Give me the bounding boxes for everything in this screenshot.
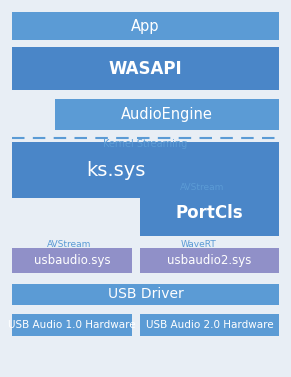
FancyBboxPatch shape <box>140 190 279 236</box>
FancyBboxPatch shape <box>12 12 279 40</box>
Text: AVStream: AVStream <box>47 240 91 249</box>
FancyBboxPatch shape <box>12 284 279 305</box>
FancyBboxPatch shape <box>12 314 132 336</box>
FancyBboxPatch shape <box>12 142 279 198</box>
Text: USB Audio 1.0 Hardware: USB Audio 1.0 Hardware <box>8 320 136 329</box>
Text: usbaudio2.sys: usbaudio2.sys <box>167 254 252 267</box>
Text: WaveRT: WaveRT <box>180 240 216 249</box>
Text: usbaudio.sys: usbaudio.sys <box>34 254 110 267</box>
Text: ks.sys: ks.sys <box>87 161 146 179</box>
Text: AVStream: AVStream <box>180 183 225 192</box>
Text: USB Driver: USB Driver <box>108 287 183 302</box>
FancyBboxPatch shape <box>12 47 279 90</box>
FancyBboxPatch shape <box>12 248 132 273</box>
Text: AudioEngine: AudioEngine <box>121 107 213 122</box>
Text: WASAPI: WASAPI <box>109 60 182 78</box>
Text: USB Audio 2.0 Hardware: USB Audio 2.0 Hardware <box>146 320 273 329</box>
Text: Kernel Streaming: Kernel Streaming <box>103 139 188 149</box>
Text: App: App <box>131 18 160 34</box>
FancyBboxPatch shape <box>140 314 279 336</box>
FancyBboxPatch shape <box>55 99 279 130</box>
FancyBboxPatch shape <box>140 248 279 273</box>
Text: PortCls: PortCls <box>176 204 243 222</box>
